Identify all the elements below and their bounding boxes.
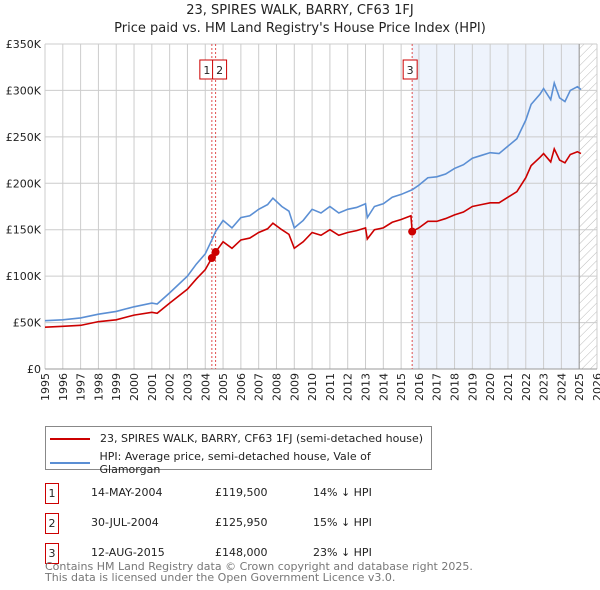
x-tick-label: 2019 — [466, 373, 479, 401]
sale-badge-label: 3 — [407, 64, 414, 77]
legend-item-hpi: HPI: Average price, semi-detached house,… — [50, 450, 431, 476]
x-tick-label: 2013 — [360, 373, 373, 401]
sale-point — [211, 248, 220, 257]
sale-badge — [402, 59, 418, 80]
x-tick-label: 2022 — [520, 373, 533, 401]
x-tick-label: 2014 — [377, 373, 390, 401]
blue-line-swatch — [50, 462, 90, 464]
x-tick-label: 2000 — [128, 373, 141, 401]
series-line-property — [44, 146, 582, 329]
y-tick-label: £100K — [6, 270, 42, 283]
x-tick-label: 2023 — [538, 373, 551, 401]
x-tick-label: 2009 — [288, 373, 301, 401]
footer-line: Contains HM Land Registry data © Crown c… — [45, 560, 473, 573]
price-chart: 1995 1996 1997 1998 1999 2000 2001 2002 2003 2004… — [6, 38, 600, 401]
x-tick-label: 2003 — [181, 373, 194, 401]
x-tick-label: 1998 — [92, 373, 105, 401]
x-tick-label: 2001 — [146, 373, 159, 401]
transaction-badge: 3 — [45, 543, 59, 564]
y-tick-label: £250K — [6, 131, 42, 144]
x-tick-label: 2016 — [413, 373, 426, 401]
x-tick-label: 2017 — [431, 373, 444, 401]
sale-badge-label: 1 — [203, 64, 210, 77]
x-tick-label: 2002 — [164, 373, 177, 401]
y-tick-label: £0 — [27, 363, 41, 376]
x-tick-label: 2005 — [217, 373, 230, 401]
y-tick-label: £350K — [6, 38, 42, 51]
transaction-hpi-delta: 23% ↓ HPI — [313, 546, 372, 559]
sale-badge — [212, 59, 228, 80]
x-tick-label: 2021 — [502, 373, 515, 401]
transaction-badge: 2 — [45, 513, 59, 534]
chart-subtitle: Price paid vs. HM Land Registry's House … — [114, 21, 486, 36]
x-tick-label: 2011 — [324, 373, 337, 401]
transaction-date: 12-AUG-2015 — [91, 546, 165, 559]
legend: 23, SPIRES WALK, BARRY, CF63 1FJ (semi-d… — [45, 426, 432, 476]
x-tick-label: 2020 — [484, 373, 497, 401]
x-tick-label: 2006 — [235, 373, 248, 401]
sale-point — [207, 254, 216, 263]
footer: Contains HM Land Registry data © Crown c… — [45, 561, 473, 583]
transaction-price: £119,500 — [215, 486, 268, 499]
x-tick-label: 2015 — [395, 373, 408, 401]
transaction-badge: 1 — [45, 483, 59, 504]
x-tick-label: 2012 — [342, 373, 355, 401]
legend-label: 23, SPIRES WALK, BARRY, CF63 1FJ (semi-d… — [100, 432, 424, 445]
red-line-swatch — [50, 437, 90, 440]
transaction-hpi-delta: 15% ↓ HPI — [313, 516, 372, 529]
forecast-hatch — [579, 44, 597, 369]
x-tick-label: 2025 — [573, 373, 586, 401]
y-tick-label: £50K — [13, 317, 42, 330]
legend-item-property: 23, SPIRES WALK, BARRY, CF63 1FJ (semi-d… — [50, 432, 423, 445]
x-tick-label: 1996 — [57, 373, 70, 401]
x-tick-label: 2018 — [449, 373, 462, 401]
x-tick-label: 2010 — [306, 373, 319, 401]
x-tick-label: 1999 — [110, 373, 123, 401]
x-tick-label: 2026 — [591, 373, 600, 401]
y-tick-label: £150K — [6, 224, 42, 237]
transaction-date: 30-JUL-2004 — [91, 516, 159, 529]
legend-label: HPI: Average price, semi-detached house,… — [99, 450, 371, 476]
y-tick-label: £200K — [6, 177, 42, 190]
x-tick-label: 1997 — [75, 373, 88, 401]
sale-point — [408, 227, 417, 236]
x-tick-label: 1995 — [39, 373, 52, 401]
x-tick-label: 2007 — [253, 373, 266, 401]
sale-badge-label: 2 — [216, 64, 223, 77]
series-line-hpi — [44, 80, 582, 322]
y-tick-label: £300K — [6, 84, 42, 97]
x-tick-label: 2004 — [199, 373, 212, 401]
transaction-hpi-delta: 14% ↓ HPI — [313, 486, 372, 499]
x-tick-label: 2008 — [270, 373, 283, 401]
x-tick-label: 2024 — [555, 373, 568, 401]
transaction-price: £148,000 — [215, 546, 268, 559]
footer-line: This data is licensed under the Open Gov… — [45, 571, 396, 584]
transaction-price: £125,950 — [215, 516, 268, 529]
transaction-date: 14-MAY-2004 — [91, 486, 163, 499]
chart-title: 23, SPIRES WALK, BARRY, CF63 1FJ — [186, 3, 414, 18]
